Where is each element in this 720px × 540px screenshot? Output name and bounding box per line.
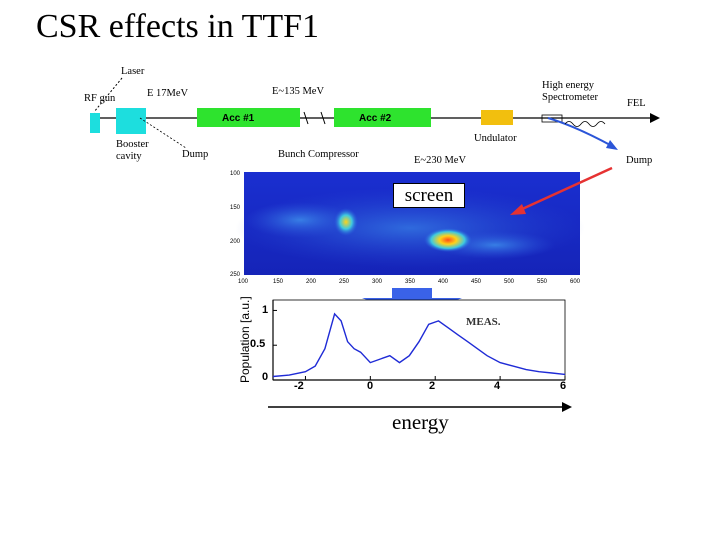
- screen-x-tick: 200: [306, 279, 317, 285]
- y-tick-marks: [273, 309, 277, 381]
- screen-y-tick: 200: [230, 239, 241, 245]
- label-e3: E~230 MeV: [414, 155, 466, 166]
- label-acc2: Acc #2: [359, 113, 392, 124]
- bunch-spot-right: [424, 228, 472, 252]
- screen-x-tick: 550: [537, 279, 548, 285]
- label-e1: E 17MeV: [147, 88, 189, 99]
- label-bunch-compressor: Bunch Compressor: [278, 149, 359, 160]
- label-e2: E~135 MeV: [272, 86, 324, 97]
- meas-annotation: MEAS.: [466, 316, 501, 328]
- label-booster: Booster: [116, 139, 149, 150]
- screen-y-tick: 150: [230, 205, 241, 211]
- acc1-module: [197, 108, 300, 127]
- screen-x-tick: 600: [570, 279, 581, 285]
- label-cavity: cavity: [116, 151, 142, 162]
- beamline-diagram: Laser RF gun E 17MeV E~135 MeV High ener…: [84, 66, 660, 166]
- screen-y-tick: 250: [230, 272, 241, 278]
- screen-x-tick: 150: [273, 279, 284, 285]
- screen-y-tick: 100: [230, 171, 241, 177]
- screen-x-tick: 350: [405, 279, 416, 285]
- fel-arrowhead: [650, 113, 660, 123]
- label-rf-gun: RF gun: [84, 93, 116, 104]
- screen-x-tick: 300: [372, 279, 383, 285]
- screen-x-tick: 250: [339, 279, 350, 285]
- screen-x-ticks: 100 150 200 250 300 350 400 450 500 550 …: [238, 279, 581, 285]
- x-tick-marks: [304, 376, 566, 380]
- screen-x-tick: 400: [438, 279, 449, 285]
- screen-label: screen: [393, 183, 465, 208]
- spectrum-line: [272, 312, 566, 378]
- red-arrow: [519, 166, 613, 212]
- label-high-energy: High energy: [542, 80, 595, 91]
- label-undulator: Undulator: [474, 133, 517, 144]
- label-fel: FEL: [627, 98, 646, 109]
- x-tick-label: 6: [560, 380, 566, 392]
- screen-y-ticks: 100 150 200 250: [230, 171, 241, 278]
- beam-break: [320, 111, 326, 125]
- slide-title: CSR effects in TTF1: [36, 8, 320, 45]
- screen-x-tick: 500: [504, 279, 515, 285]
- x-tick-label: -2: [294, 380, 304, 392]
- spectrometer-box: [541, 114, 563, 123]
- y-tick-label: 0.5: [250, 338, 265, 350]
- screen-x-tick: 450: [471, 279, 482, 285]
- bunch-compressor-break: [303, 111, 309, 125]
- x-tick-label: 2: [429, 380, 435, 392]
- acc2-module: [334, 108, 431, 127]
- photon-wiggle: [564, 121, 606, 127]
- spectrum-plot: -2 0 2 4 6 0 0.5 1 Population [a.u.] MEA…: [238, 296, 566, 392]
- red-arrowhead: [510, 204, 526, 215]
- label-acc1: Acc #1: [222, 113, 255, 124]
- undulator-magnet: [481, 110, 513, 125]
- y-tick-label: 0: [262, 371, 268, 383]
- energy-arrowhead: [562, 402, 572, 412]
- label-dump2: Dump: [626, 155, 652, 166]
- dump1-line: [139, 117, 187, 149]
- booster-cavity: [116, 108, 146, 134]
- label-dump1: Dump: [182, 149, 208, 160]
- bunch-spot-left: [334, 208, 358, 236]
- bunch-streak-left: [245, 202, 355, 238]
- label-spectrometer: Spectrometer: [542, 92, 598, 103]
- screen-x-tick: 100: [238, 279, 249, 285]
- y-axis-label: Population [a.u.]: [238, 296, 252, 383]
- label-laser: Laser: [121, 66, 145, 77]
- energy-label: energy: [392, 410, 449, 434]
- y-tick-label: 1: [262, 304, 268, 316]
- laser-line: [93, 77, 123, 113]
- x-tick-label: 0: [367, 380, 373, 392]
- beam-bend: [547, 117, 613, 147]
- beam-bend-arrowhead: [606, 140, 618, 150]
- x-tick-label: 4: [494, 380, 501, 392]
- rf-gun: [90, 113, 100, 133]
